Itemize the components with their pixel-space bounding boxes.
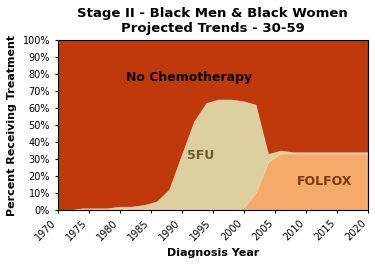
Title: Stage II - Black Men & Black Women
Projected Trends - 30-59: Stage II - Black Men & Black Women Proje… [78,7,348,35]
Text: FOLFOX: FOLFOX [297,175,352,188]
Text: No Chemotherapy: No Chemotherapy [126,71,252,84]
X-axis label: Diagnosis Year: Diagnosis Year [167,248,259,258]
Y-axis label: Percent Receiving Treatment: Percent Receiving Treatment [7,35,17,216]
Text: 5FU: 5FU [187,149,214,162]
